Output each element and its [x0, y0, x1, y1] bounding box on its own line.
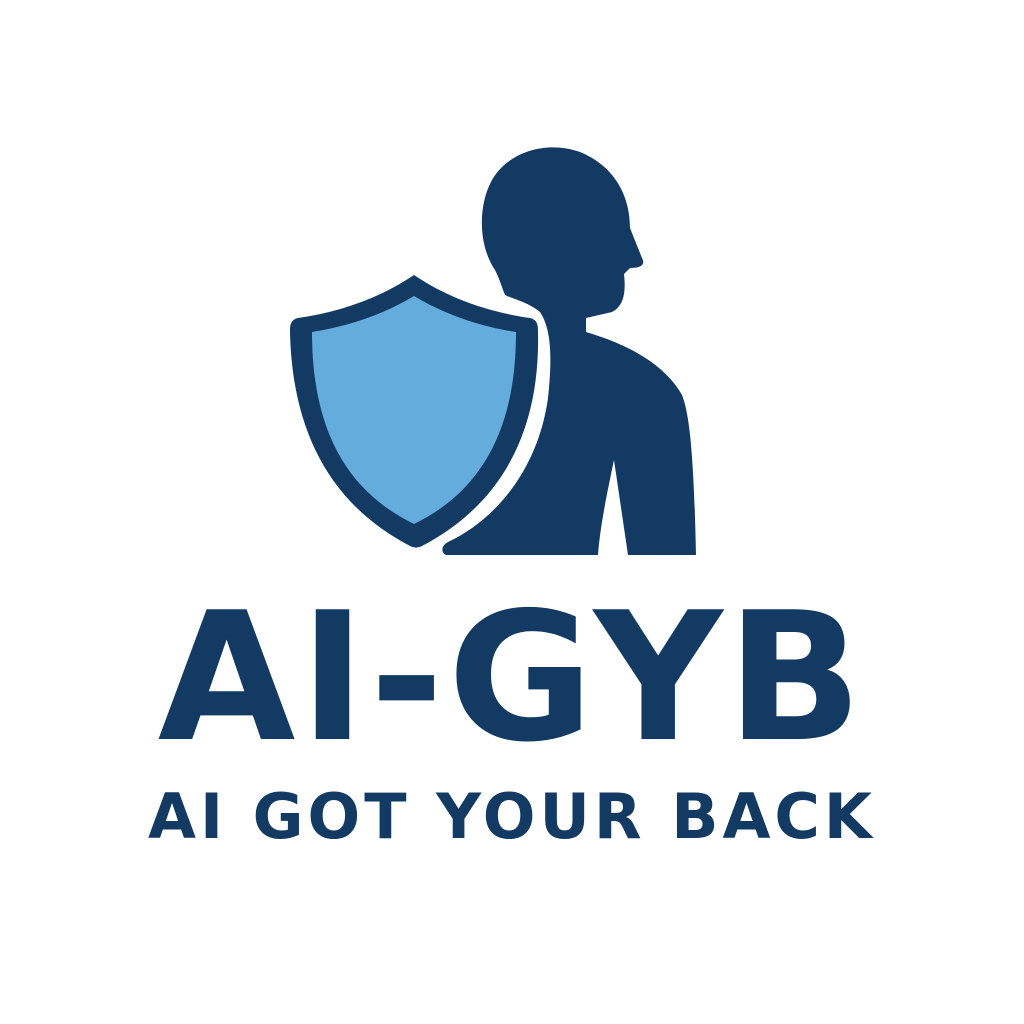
logo-tagline: AI GOT YOUR BACK [148, 780, 876, 853]
logo-emblem [290, 147, 696, 555]
shield-inner [312, 296, 516, 524]
person-silhouette-icon [442, 147, 696, 555]
logo-wordmark: AI-GYB [157, 574, 867, 781]
